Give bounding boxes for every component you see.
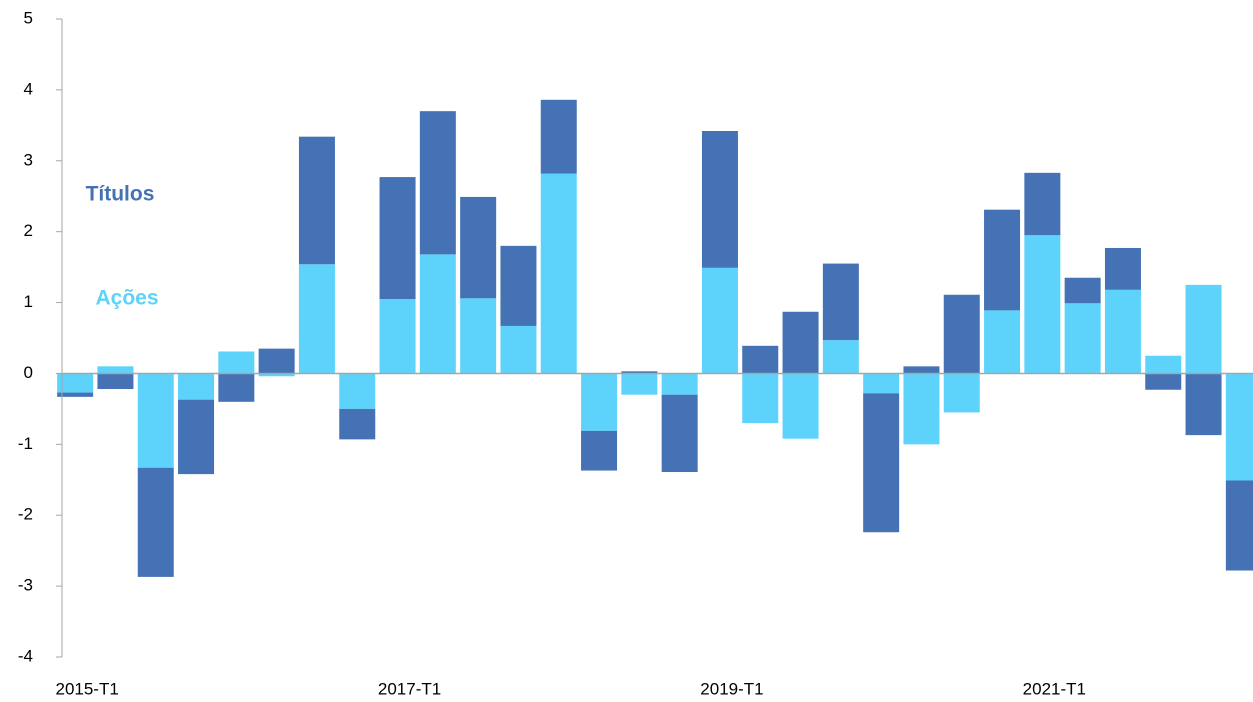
bar [137,373,174,468]
bar [943,373,980,413]
bar [1185,284,1222,374]
bar [621,371,658,374]
bar [540,99,577,174]
y-tick-label: 5 [24,8,33,27]
bar [218,373,255,402]
legend-label: Títulos [86,183,155,206]
bar [863,373,900,394]
bar [178,399,215,475]
bar [460,298,497,374]
bar [1064,277,1101,304]
y-tick-label: -1 [18,434,33,453]
y-tick-label: 1 [24,292,33,311]
bar [419,254,456,374]
bar [218,351,255,374]
y-tick-label: 4 [24,79,33,98]
legend-label: Ações [95,287,158,310]
bar [581,430,618,471]
bar [661,373,698,395]
bar [1225,480,1253,571]
bar [661,394,698,472]
bar [782,311,819,374]
bar [97,373,134,390]
y-tick-label: 2 [24,221,33,240]
bar [1104,289,1141,374]
bar [258,348,295,374]
bar [1185,373,1222,436]
y-tick-label: -2 [18,505,33,524]
bar [701,267,738,374]
y-tick-label: 3 [24,150,33,169]
bar [943,294,980,374]
bar [379,177,416,300]
y-tick-label: 0 [24,363,33,382]
x-tick-label: 2019-T1 [700,679,763,698]
bar [1145,355,1182,374]
bar [701,131,738,268]
bar [97,366,134,374]
x-tick-label: 2021-T1 [1023,679,1086,698]
bar [379,299,416,374]
bar [903,366,940,374]
bar [822,263,859,341]
bar [621,373,658,395]
bar [1145,373,1182,390]
x-tick-label: 2017-T1 [378,679,441,698]
bar [137,467,174,577]
bar [258,373,295,377]
bar [419,111,456,255]
bar [339,408,376,440]
bar [540,173,577,374]
y-tick-label: -3 [18,576,33,595]
bar [298,136,335,265]
bar [500,325,537,374]
bar [339,373,376,409]
bar [178,373,215,400]
bar [863,393,900,533]
bar [1225,373,1253,481]
bar [298,264,335,374]
bar [500,245,537,326]
bar [1104,247,1141,290]
bar [57,392,94,397]
bar [742,373,779,424]
bar [1024,172,1061,236]
bar [1024,235,1061,374]
bar [822,340,859,374]
bar [581,373,618,431]
bar [984,209,1021,311]
bar [742,345,779,374]
bar [984,310,1021,374]
bar [57,373,94,393]
bar [782,373,819,439]
y-tick-label: -4 [18,646,33,665]
bar [1064,303,1101,374]
bar [903,373,940,445]
x-tick-label: 2015-T1 [55,679,118,698]
bar [460,196,497,299]
